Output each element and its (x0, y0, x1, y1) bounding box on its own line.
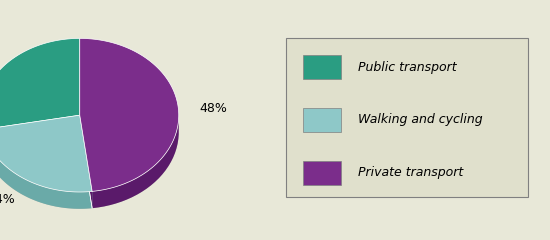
Polygon shape (80, 115, 92, 208)
FancyBboxPatch shape (302, 161, 341, 185)
Polygon shape (92, 117, 179, 208)
Ellipse shape (0, 55, 179, 209)
Polygon shape (0, 38, 80, 130)
Polygon shape (80, 115, 92, 208)
Text: Private transport: Private transport (358, 166, 463, 179)
Polygon shape (0, 130, 92, 209)
Polygon shape (0, 115, 80, 146)
FancyBboxPatch shape (302, 55, 341, 79)
Text: 48%: 48% (199, 102, 227, 115)
Polygon shape (0, 115, 92, 192)
Text: 24%: 24% (0, 192, 15, 206)
Polygon shape (0, 115, 80, 146)
FancyBboxPatch shape (286, 38, 528, 197)
FancyBboxPatch shape (302, 108, 341, 132)
Text: Public transport: Public transport (358, 61, 456, 74)
Polygon shape (80, 38, 179, 191)
Text: Walking and cycling: Walking and cycling (358, 114, 482, 126)
